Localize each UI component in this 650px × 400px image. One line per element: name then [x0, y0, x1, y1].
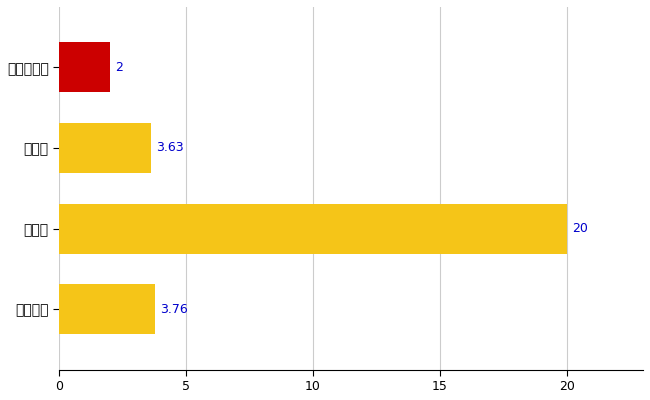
Text: 3.76: 3.76 — [160, 303, 187, 316]
Bar — [59, 123, 151, 173]
Text: 20: 20 — [572, 222, 588, 235]
Text: 2: 2 — [115, 61, 123, 74]
Bar — [59, 204, 567, 254]
Bar — [59, 42, 110, 92]
Bar — [59, 284, 155, 334]
Text: 3.63: 3.63 — [157, 142, 184, 154]
